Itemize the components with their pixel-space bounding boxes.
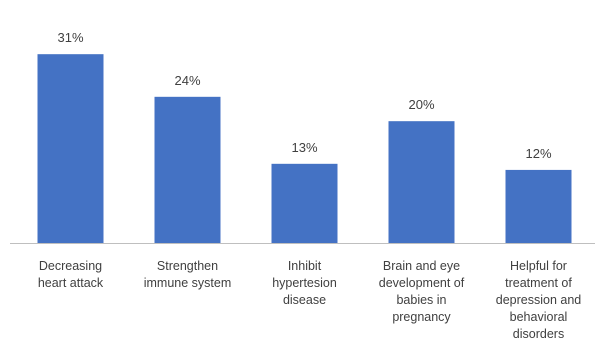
value-label-2: 13% <box>291 140 317 155</box>
category-label-line: behavioral <box>510 310 568 324</box>
category-label-4: Helpful for treatment of depression and beh… <box>496 259 582 341</box>
bars-group <box>37 54 572 244</box>
category-labels-group: Decreasing heart attack Strengthen immune s… <box>38 259 581 341</box>
value-label-4: 12% <box>525 146 551 161</box>
bar-4 <box>505 169 572 243</box>
category-label-line: Helpful for <box>510 259 567 273</box>
category-label-line: Decreasing <box>39 259 102 273</box>
category-label-line: babies in <box>396 293 446 307</box>
bar-3 <box>388 121 455 243</box>
value-label-0: 31% <box>57 30 83 45</box>
category-label-line: Inhibit <box>288 259 322 273</box>
bar-0 <box>37 54 104 243</box>
category-label-line: Strengthen <box>157 259 218 273</box>
category-label-line: disorders <box>513 327 564 341</box>
bar-2 <box>271 163 338 243</box>
category-label-line: depression and <box>496 293 582 307</box>
category-label-line: immune system <box>144 276 232 290</box>
bar-1 <box>154 96 221 244</box>
value-label-1: 24% <box>174 73 200 88</box>
category-label-line: development of <box>379 276 465 290</box>
value-labels-group: 31% 24% 13% 20% 12% <box>57 30 551 161</box>
category-label-line: disease <box>283 293 326 307</box>
category-label-line: Brain and eye <box>383 259 460 273</box>
category-label-line: treatment of <box>505 276 572 290</box>
category-label-line: hypertesion <box>272 276 337 290</box>
category-label-2: Inhibit hypertesion disease <box>272 259 337 307</box>
category-label-line: pregnancy <box>392 310 451 324</box>
category-label-1: Strengthen immune system <box>144 259 232 290</box>
value-label-3: 20% <box>408 97 434 112</box>
category-label-0: Decreasing heart attack <box>38 259 104 290</box>
category-label-3: Brain and eye development of babies in preg… <box>379 259 465 324</box>
category-label-line: heart attack <box>38 276 104 290</box>
